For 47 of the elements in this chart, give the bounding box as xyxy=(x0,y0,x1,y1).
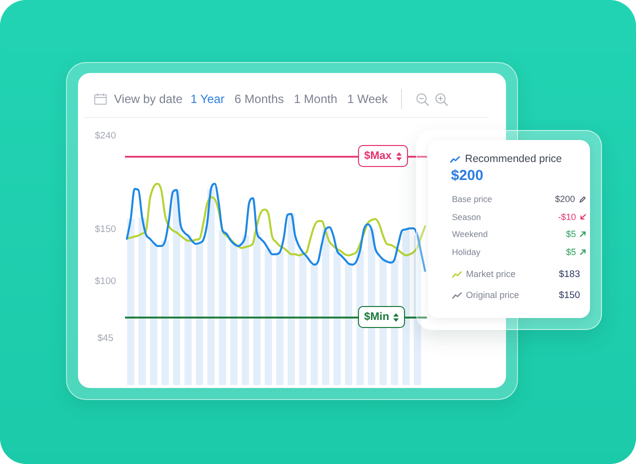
line-series xyxy=(126,182,426,256)
bar xyxy=(299,252,306,385)
category-label: 6 Months xyxy=(234,92,284,106)
bar xyxy=(264,248,272,385)
y-tick-label: $100 xyxy=(94,276,116,287)
bar xyxy=(322,229,330,385)
y-tick-label: $150 xyxy=(94,224,116,235)
text: $150 xyxy=(558,290,580,300)
bar xyxy=(127,218,134,385)
bar xyxy=(345,263,352,385)
bar xyxy=(218,230,226,385)
category-label: Market price xyxy=(466,269,517,279)
bar xyxy=(196,242,204,385)
category-label: Original price xyxy=(466,290,520,300)
text: $5 xyxy=(566,247,576,258)
bar xyxy=(138,218,146,385)
bar xyxy=(288,213,295,385)
text: View by date xyxy=(114,92,182,106)
bar xyxy=(184,235,192,385)
category-label: Base price xyxy=(452,194,494,204)
bar xyxy=(253,232,261,385)
category-label: Weekend xyxy=(452,229,489,240)
bar xyxy=(230,244,238,385)
bar xyxy=(162,240,169,385)
text: $200 xyxy=(554,194,575,204)
text: $183 xyxy=(558,268,580,280)
bar xyxy=(310,264,318,385)
category-label: Holiday xyxy=(452,247,482,258)
category-label: 1 Week xyxy=(347,92,388,106)
line-series xyxy=(126,182,426,272)
text: -$10 xyxy=(558,212,576,222)
bar xyxy=(207,188,215,385)
text: $200 xyxy=(451,167,484,185)
text: Recommended price xyxy=(465,153,562,165)
bar xyxy=(414,235,422,385)
bar xyxy=(150,242,158,385)
category-label: Season xyxy=(452,212,482,222)
category-label: 1 Year xyxy=(190,92,225,106)
bar xyxy=(242,235,250,385)
y-tick-label: $45 xyxy=(98,332,114,344)
ref-line-label: $Max xyxy=(364,150,392,162)
ref-line-label: $Min xyxy=(364,311,390,324)
category-label: 1 Month xyxy=(294,92,338,106)
bar xyxy=(334,250,341,385)
y-tick-label: $240 xyxy=(94,130,116,142)
text: $5 xyxy=(566,229,576,240)
bar xyxy=(276,252,284,385)
